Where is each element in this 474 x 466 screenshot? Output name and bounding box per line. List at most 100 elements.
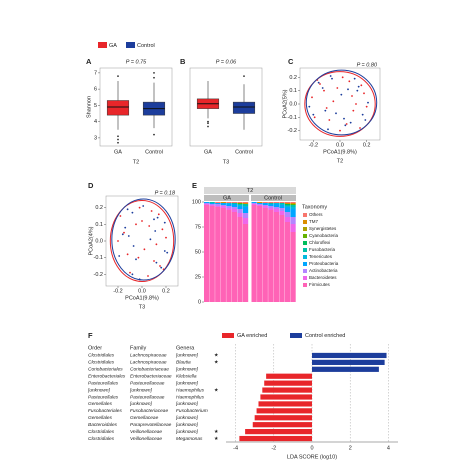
taxon-name: Fusobacterium	[176, 408, 208, 414]
point	[347, 88, 349, 91]
point	[135, 258, 137, 261]
confidence-ellipse	[304, 71, 376, 137]
point	[157, 213, 160, 216]
taxon-name: Megamonas	[176, 436, 203, 442]
panel-label: C	[288, 57, 294, 66]
legend-label: GA enriched	[237, 333, 267, 339]
point	[327, 128, 329, 131]
point	[156, 216, 159, 219]
point	[365, 105, 368, 108]
legend-label: Control enriched	[305, 333, 345, 339]
point	[165, 236, 167, 239]
bar-segment	[262, 203, 268, 205]
significance-star: ★	[214, 436, 219, 442]
bar-segment	[209, 206, 215, 302]
caption: T3	[139, 304, 145, 310]
legend-swatch	[303, 241, 307, 245]
y-axis-label: Shannon	[86, 96, 92, 118]
taxon-name: Veillonellaceae	[130, 429, 162, 435]
legend-swatch	[98, 42, 107, 48]
outlier	[117, 75, 119, 78]
point	[349, 121, 352, 124]
outlier	[153, 133, 155, 136]
y-tick-label: 0.2	[95, 205, 103, 211]
point	[161, 228, 164, 231]
panel-label: F	[88, 331, 93, 340]
taxon-name: [unknown]	[129, 401, 153, 407]
legend-swatch	[303, 283, 307, 287]
point	[141, 220, 143, 222]
box	[232, 101, 256, 114]
legend-label: Control	[137, 43, 155, 49]
x-tick-label: 0.0	[138, 288, 146, 294]
point	[361, 113, 364, 116]
legend-label: GA	[109, 43, 117, 49]
taxon-name: Lachnospiraceae	[130, 360, 167, 366]
p-value: P = 0.80	[357, 62, 378, 68]
y-tick-label: 0	[198, 299, 201, 305]
y-tick-label: 100	[192, 199, 201, 205]
point	[142, 205, 145, 207]
column-header: Genera	[176, 345, 195, 351]
panel-label: B	[180, 57, 186, 66]
bar-segment	[284, 206, 291, 207]
bar-segment	[251, 205, 257, 302]
point	[360, 84, 363, 87]
point	[367, 101, 369, 104]
bar-segment	[279, 203, 285, 204]
taxon-name: Coriobacteriaceae	[130, 367, 169, 373]
p-value: P = 0.06	[216, 59, 237, 65]
point	[328, 119, 331, 121]
bar-segment	[204, 205, 210, 302]
point	[335, 112, 337, 115]
point	[336, 87, 339, 89]
legend-swatch	[303, 234, 307, 238]
bar-segment	[226, 204, 232, 206]
group-label: GA	[223, 195, 231, 201]
y-tick-label: 4	[94, 119, 97, 125]
point	[137, 256, 140, 259]
bar-segment	[220, 205, 226, 206]
x-axis-label: PCoA1(9.8%)	[125, 295, 159, 301]
legend-label: TM7	[309, 219, 318, 224]
taxon-name: Coriobacteriales	[88, 367, 123, 373]
bar-segment	[279, 211, 285, 215]
bar-segment	[279, 215, 285, 302]
bar-segment	[273, 203, 280, 204]
bar-segment	[237, 205, 243, 206]
point	[357, 85, 360, 88]
legend-swatch	[222, 333, 234, 338]
bar-segment	[290, 207, 296, 209]
bar-segment	[284, 212, 291, 217]
legend-label: Synergistetes	[309, 226, 337, 231]
taxon-name: Veillonellaceae	[130, 436, 162, 442]
x-tick-label: 2	[349, 445, 352, 451]
lda-bar	[252, 422, 312, 428]
panel-label: A	[86, 57, 92, 66]
legend-swatch	[303, 276, 307, 280]
point	[126, 208, 129, 211]
point	[353, 77, 356, 80]
group-band	[251, 195, 296, 201]
outlier	[207, 122, 209, 125]
x-tick-label: GA	[204, 149, 212, 155]
legend-label: Actinobacteria	[309, 268, 338, 273]
point	[163, 221, 166, 224]
legend-label: Fusobacteria	[309, 247, 336, 252]
outlier	[117, 135, 119, 138]
point	[153, 260, 155, 262]
point	[321, 87, 324, 89]
bar-segment	[284, 202, 291, 203]
legend-swatch	[303, 269, 307, 273]
bar-segment	[279, 202, 285, 203]
y-tick-label: 75	[195, 224, 201, 230]
bar-segment	[290, 202, 296, 203]
y-tick-label: 25	[195, 274, 201, 280]
header-title: T2	[247, 188, 253, 194]
bar-segment	[257, 203, 263, 204]
legend-swatch	[303, 213, 307, 217]
point	[124, 226, 127, 229]
legend-label: Chloroflexi	[309, 240, 330, 245]
point	[324, 109, 327, 112]
significance-star: ★	[214, 353, 219, 359]
